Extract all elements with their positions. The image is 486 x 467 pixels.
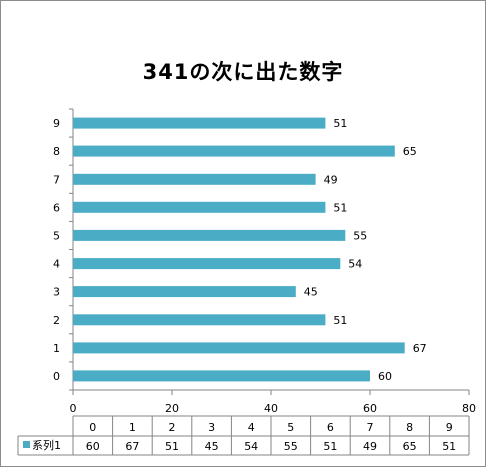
category-label: 3	[53, 286, 60, 299]
bar	[73, 145, 395, 157]
table-value-cell: 67	[125, 440, 139, 453]
data-label: 51	[333, 314, 347, 327]
bar	[73, 173, 316, 185]
table-header-cell: 0	[89, 421, 96, 434]
table-header-cell: 8	[406, 421, 413, 434]
table-value-cell: 60	[86, 440, 100, 453]
table-header-cell: 6	[327, 421, 334, 434]
table-value-cell: 51	[442, 440, 456, 453]
category-label: 4	[53, 258, 60, 271]
table-value-cell: 51	[165, 440, 179, 453]
x-tick-label: 60	[363, 402, 377, 415]
table-header-cell: 2	[169, 421, 176, 434]
category-label: 1	[53, 342, 60, 355]
legend-series-name: 系列1	[32, 438, 61, 452]
table-header-cell: 7	[367, 421, 374, 434]
table-value-cell: 45	[205, 440, 219, 453]
category-label: 9	[53, 117, 60, 130]
legend-key	[23, 441, 30, 448]
bar	[73, 117, 326, 129]
x-tick-label: 0	[70, 402, 77, 415]
table-header-cell: 4	[248, 421, 255, 434]
chart-title: 341の次に出た数字	[142, 60, 344, 84]
bar	[73, 342, 405, 354]
x-tick-label: 40	[264, 402, 278, 415]
table-value-cell: 65	[403, 440, 417, 453]
table-value-cell: 51	[323, 440, 337, 453]
table-header-cell: 9	[446, 421, 453, 434]
table-value-cell: 54	[244, 440, 258, 453]
data-label: 51	[333, 201, 347, 214]
category-label: 2	[53, 314, 60, 327]
bar	[73, 314, 326, 326]
table-value-cell: 55	[284, 440, 298, 453]
category-label: 6	[53, 201, 60, 214]
data-label: 60	[378, 370, 392, 383]
category-label: 8	[53, 145, 60, 158]
table-value-cell: 49	[363, 440, 377, 453]
category-label: 0	[53, 370, 60, 383]
bar	[73, 229, 346, 241]
x-tick-label: 20	[165, 402, 179, 415]
bar	[73, 201, 326, 213]
data-label: 49	[324, 173, 338, 186]
data-label: 54	[348, 258, 362, 271]
data-label: 55	[353, 229, 367, 242]
data-label: 45	[304, 286, 318, 299]
data-label: 67	[413, 342, 427, 355]
x-tick-label: 80	[462, 402, 476, 415]
category-label: 5	[53, 229, 60, 242]
bar	[73, 258, 341, 270]
bar	[73, 370, 370, 382]
data-label: 65	[403, 145, 417, 158]
data-label: 51	[333, 117, 347, 130]
table-header-cell: 1	[129, 421, 136, 434]
bar	[73, 286, 296, 298]
table-header-cell: 3	[208, 421, 215, 434]
category-label: 7	[53, 173, 60, 186]
table-header-cell: 5	[287, 421, 294, 434]
